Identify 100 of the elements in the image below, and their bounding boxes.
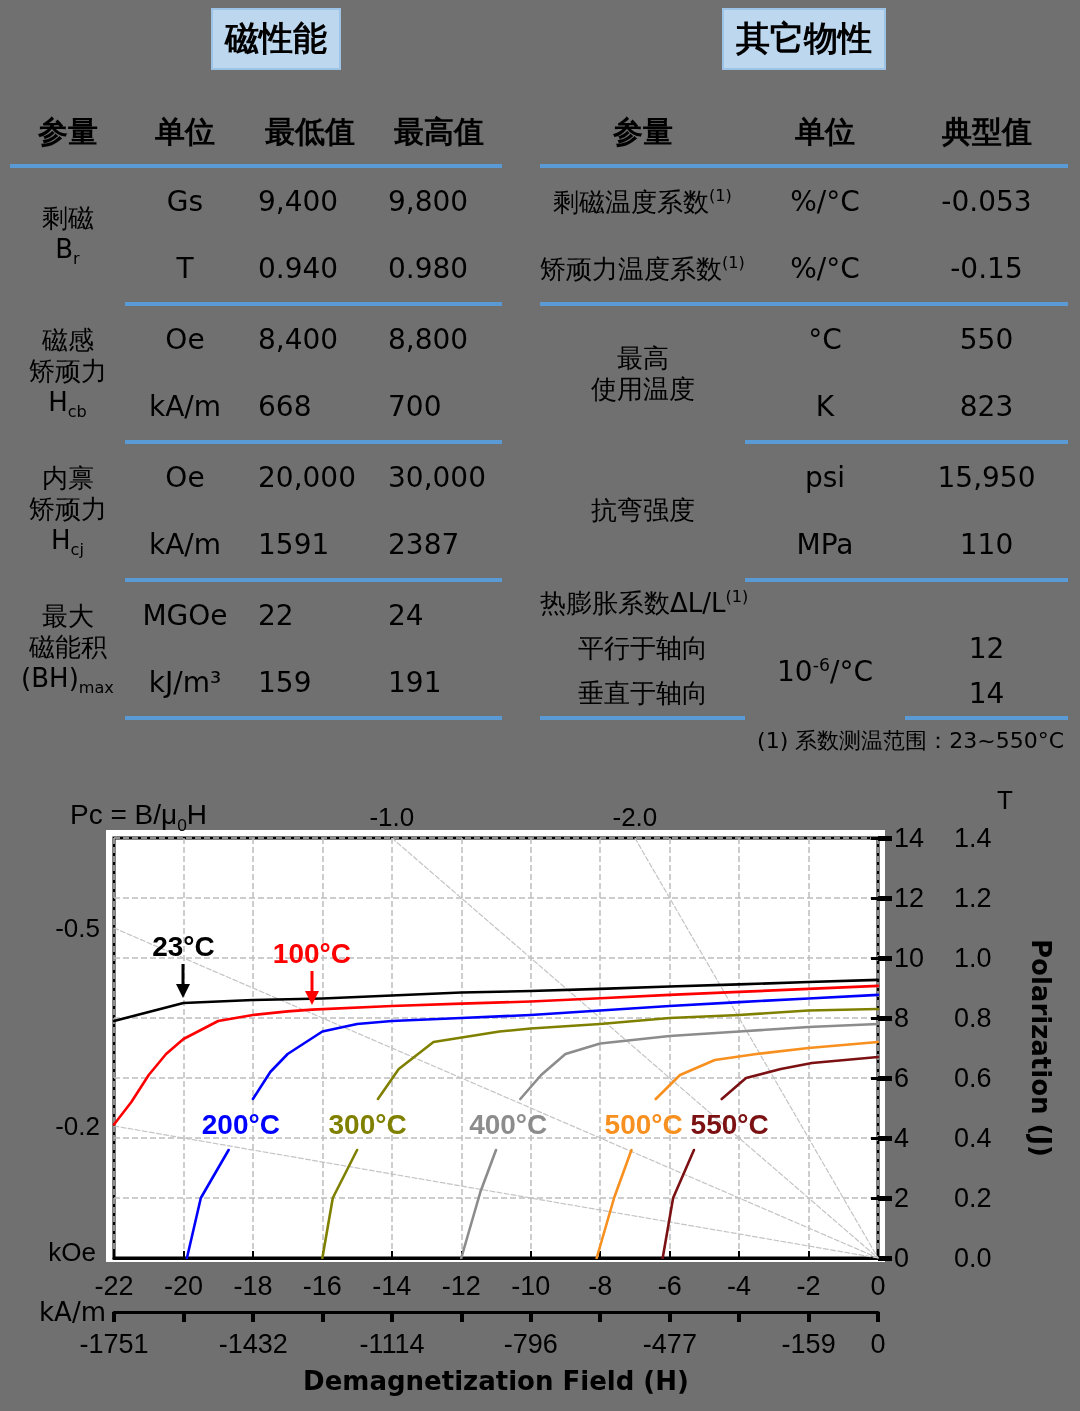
text: 1591 bbox=[258, 527, 330, 561]
annotation: -2.0 bbox=[612, 802, 658, 832]
category-label: 单位 bbox=[125, 100, 245, 166]
x-tick-label: -16 bbox=[302, 1270, 342, 1301]
y2-tick-label: 10 bbox=[894, 943, 925, 973]
x2-tick-label: -477 bbox=[642, 1328, 697, 1359]
x-tick-label: -8 bbox=[588, 1270, 613, 1301]
text: B$_{r}$ bbox=[55, 234, 80, 269]
text: T bbox=[176, 251, 194, 285]
text: 剩磁 bbox=[41, 203, 94, 234]
text: Oe bbox=[165, 460, 205, 494]
y-axis-title: Polarization (J) bbox=[1026, 939, 1056, 1157]
category-label: 参量 bbox=[540, 100, 745, 166]
text: 0.980 bbox=[388, 251, 469, 285]
text: 700 bbox=[388, 389, 442, 423]
y-tick-label: 0.0 bbox=[954, 1243, 992, 1273]
text: 最大 bbox=[41, 600, 94, 631]
text: 14 bbox=[968, 677, 1005, 711]
text: 磁感 bbox=[41, 324, 94, 355]
y-tick-label: 0.6 bbox=[954, 1063, 992, 1093]
text: 2387 bbox=[388, 527, 460, 561]
x2-tick-label: 0 bbox=[870, 1328, 886, 1359]
text: 159 bbox=[258, 665, 312, 699]
text: 110 bbox=[959, 527, 1014, 561]
text: 9,400 bbox=[258, 184, 339, 218]
text: 20,000 bbox=[258, 460, 356, 494]
x2-tick-label: -796 bbox=[503, 1328, 558, 1359]
x-tick-label: -4 bbox=[727, 1270, 752, 1301]
y2-tick-label: 4 bbox=[894, 1123, 910, 1153]
text: MPa bbox=[796, 527, 854, 561]
y2-tick-label: 8 bbox=[894, 1003, 910, 1033]
text: 22 bbox=[258, 598, 294, 632]
series-label: 550°C bbox=[690, 1108, 769, 1140]
text: kOe bbox=[48, 1237, 96, 1267]
text: H$_{cj}$ bbox=[51, 524, 84, 560]
text: 0.940 bbox=[258, 251, 339, 285]
text: 内禀 bbox=[41, 462, 94, 493]
text: K bbox=[815, 389, 835, 423]
text: 其它物性 bbox=[722, 8, 886, 70]
category-label: 参量 bbox=[10, 100, 125, 166]
y-tick-label: 0.4 bbox=[954, 1123, 992, 1153]
text: 8,400 bbox=[258, 322, 339, 356]
x-tick-label: -18 bbox=[233, 1270, 273, 1301]
text: Gs bbox=[166, 184, 204, 218]
category-label: 最低值 bbox=[245, 100, 375, 166]
text: 30,000 bbox=[388, 460, 486, 494]
x-tick-label: -12 bbox=[441, 1270, 481, 1301]
text: 9,800 bbox=[388, 184, 469, 218]
text: 668 bbox=[258, 389, 312, 423]
x2-tick-label: -1432 bbox=[218, 1328, 288, 1359]
y-tick-label: 1.4 bbox=[954, 823, 992, 853]
text: kA/m bbox=[148, 389, 222, 423]
y2-tick-label: 14 bbox=[894, 823, 925, 853]
text: 使用温度 bbox=[590, 374, 695, 404]
text: psi bbox=[804, 460, 846, 494]
text: 8,800 bbox=[388, 322, 469, 356]
x2-tick-label: -1114 bbox=[359, 1328, 425, 1359]
text: MGOe bbox=[142, 598, 228, 632]
text: 垂直于轴向 bbox=[577, 678, 708, 709]
annotation: 23°C bbox=[152, 931, 215, 962]
x2-tick-label: -159 bbox=[781, 1328, 836, 1359]
y2-tick-label: 12 bbox=[894, 883, 925, 913]
text: Pc = B/μ$_{0}$H bbox=[70, 799, 208, 835]
x2-tick-label: -1751 bbox=[79, 1328, 149, 1359]
text: -0.053 bbox=[941, 184, 1032, 218]
annotation: -1.0 bbox=[369, 802, 415, 832]
text: 10$^{-6}$/°C bbox=[777, 655, 873, 689]
series-label: 300°C bbox=[328, 1108, 407, 1140]
x-tick-label: -20 bbox=[163, 1270, 203, 1301]
annotation: -0.5 bbox=[55, 913, 100, 943]
text: 最高 bbox=[616, 342, 669, 373]
annotation: 100°C bbox=[272, 937, 352, 969]
x-axis-title: Demagnetization Field (H) bbox=[303, 1366, 689, 1396]
x-tick-label: 0 bbox=[870, 1270, 886, 1301]
text: 抗弯强度 bbox=[590, 495, 695, 526]
category-label: 单位 bbox=[745, 100, 905, 166]
text: -0.15 bbox=[950, 251, 1023, 285]
text: T bbox=[997, 785, 1013, 815]
text: (BH)$_{max}$ bbox=[21, 662, 114, 698]
text: 磁能积 bbox=[28, 631, 107, 662]
text: %/°C bbox=[790, 251, 860, 285]
text: 550 bbox=[959, 322, 1014, 356]
y2-tick-label: 0 bbox=[894, 1243, 910, 1273]
text: 平行于轴向 bbox=[577, 633, 708, 664]
text: 磁性能 bbox=[211, 8, 341, 70]
text: %/°C bbox=[790, 184, 860, 218]
text: kJ/m³ bbox=[148, 665, 222, 699]
text: 15,950 bbox=[937, 460, 1036, 494]
text: 823 bbox=[959, 389, 1014, 423]
x-tick-label: -10 bbox=[511, 1270, 551, 1301]
text: 矫顽力温度系数$^{(1)}$ bbox=[540, 252, 745, 284]
text: 191 bbox=[388, 665, 442, 699]
text: (1) 系数测温范围：23~550°C bbox=[757, 727, 1064, 755]
text: °C bbox=[808, 322, 842, 356]
series-label: 500°C bbox=[604, 1108, 683, 1140]
y2-tick-label: 2 bbox=[894, 1183, 910, 1213]
text: 12 bbox=[968, 632, 1005, 666]
y-tick-label: 1.0 bbox=[954, 943, 992, 973]
text: kA/m bbox=[148, 527, 222, 561]
x-tick-label: -2 bbox=[796, 1270, 821, 1301]
